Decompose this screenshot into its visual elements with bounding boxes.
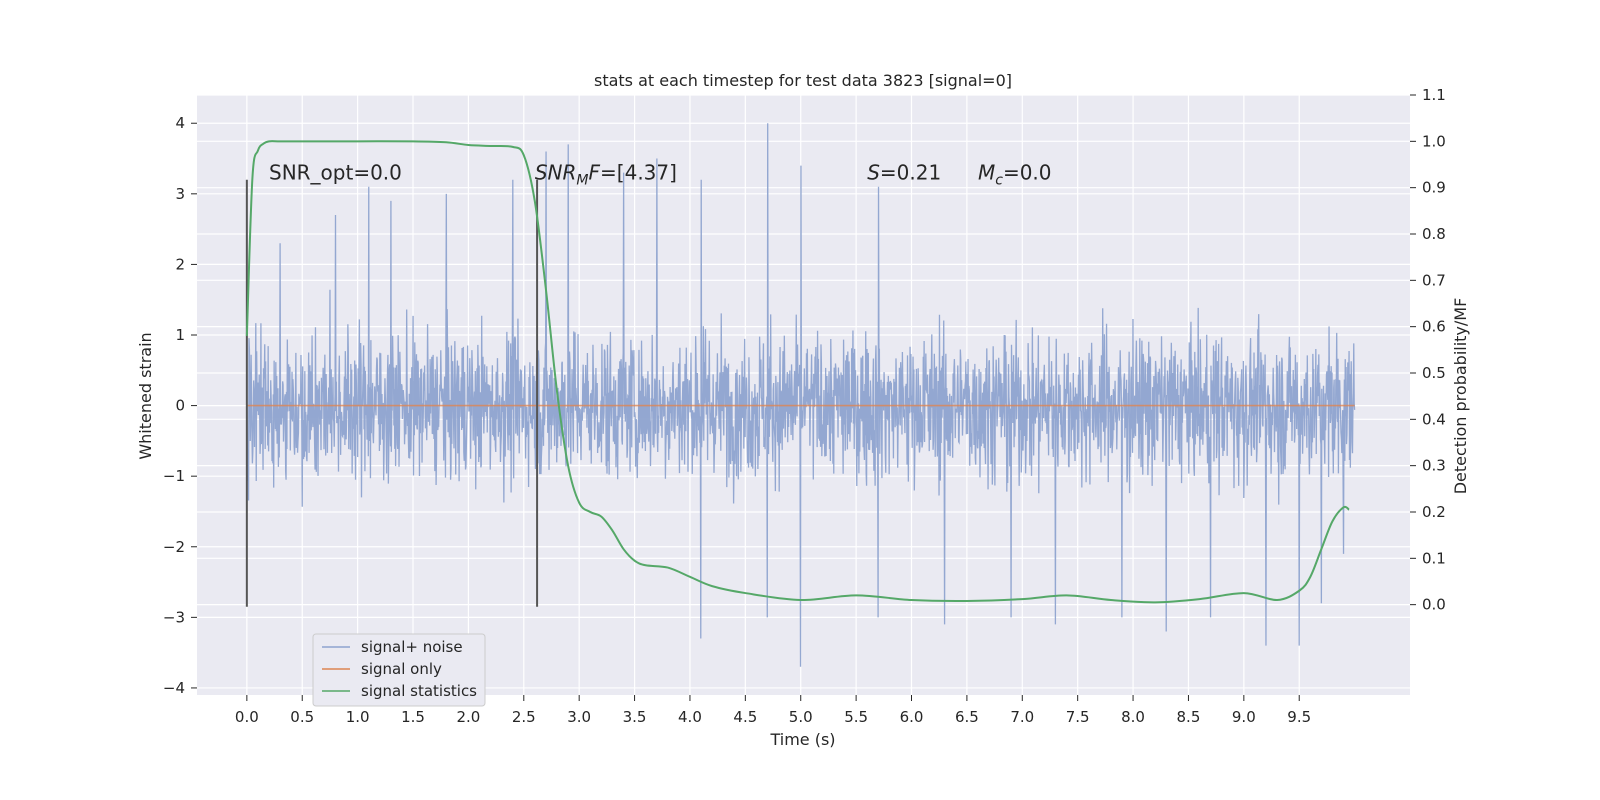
y2-tick-label: 0.2 bbox=[1422, 503, 1446, 521]
x-tick-label: 2.0 bbox=[456, 708, 480, 726]
legend-label-signal-only: signal only bbox=[361, 660, 442, 678]
y-tick-label: −2 bbox=[163, 538, 185, 556]
x-tick-label: 9.5 bbox=[1287, 708, 1311, 726]
y-tick-label: −4 bbox=[163, 679, 185, 697]
y-tick-label: 4 bbox=[175, 114, 185, 132]
y2-tick-label: 0.5 bbox=[1422, 364, 1446, 382]
y2-tick-label: 0.1 bbox=[1422, 549, 1446, 567]
y2-tick-label: 0.0 bbox=[1422, 596, 1446, 614]
x-tick-label: 6.5 bbox=[955, 708, 979, 726]
y2-axis-ticks: 0.0 0.1 0.2 0.3 0.4 0.5 0.6 0.7 0.8 0.9 1.0 1.1 bbox=[1410, 86, 1446, 614]
x-tick-label: 1.0 bbox=[346, 708, 370, 726]
x-tick-label: 3.5 bbox=[623, 708, 647, 726]
x-tick-label: 5.5 bbox=[844, 708, 868, 726]
legend-label-signal-statistics: signal statistics bbox=[361, 682, 477, 700]
y2-tick-label: 0.8 bbox=[1422, 225, 1446, 243]
x-tick-label: 4.0 bbox=[678, 708, 702, 726]
x-tick-label: 0.0 bbox=[235, 708, 259, 726]
x-axis-ticks: 0.0 0.5 1.0 1.5 2.0 2.5 3.0 3.5 4.0 4.5 5.0 5.5 6.0 6… bbox=[235, 695, 1311, 726]
annotations: SNR_opt=0.0 SNRMF=[4.37] S=0.21 Mc=0.0 bbox=[269, 161, 1052, 189]
y2-tick-label: 0.7 bbox=[1422, 271, 1446, 289]
x-tick-label: 4.5 bbox=[733, 708, 757, 726]
y-tick-label: −3 bbox=[163, 608, 185, 626]
x-tick-label: 2.5 bbox=[512, 708, 536, 726]
annotation-snr-mf: SNRMF=[4.37] bbox=[535, 161, 677, 189]
y2-tick-label: 0.3 bbox=[1422, 457, 1446, 475]
y-axis-label: Whitened strain bbox=[136, 332, 155, 459]
y2-tick-label: 1.0 bbox=[1422, 132, 1446, 150]
x-tick-label: 5.0 bbox=[789, 708, 813, 726]
x-tick-label: 8.0 bbox=[1121, 708, 1145, 726]
series-signal-statistics bbox=[245, 140, 1350, 604]
chart-title: stats at each timestep for test data 382… bbox=[594, 71, 1012, 90]
series-signal-noise bbox=[246, 123, 1356, 667]
annotation-snr-opt: SNR_opt=0.0 bbox=[269, 161, 402, 185]
y2-tick-label: 0.4 bbox=[1422, 410, 1446, 428]
annotation-s: S=0.21 bbox=[867, 161, 941, 185]
y-axis-ticks: −4 −3 −2 −1 0 1 2 3 4 bbox=[163, 114, 197, 697]
y-tick-label: 3 bbox=[175, 185, 185, 203]
y-tick-label: −1 bbox=[163, 467, 185, 485]
legend-box bbox=[312, 633, 486, 707]
y2-tick-label: 0.6 bbox=[1422, 318, 1446, 336]
x-tick-label: 9.0 bbox=[1232, 708, 1256, 726]
y2-axis-label: Detection probability/MF bbox=[1451, 298, 1470, 495]
y-tick-label: 1 bbox=[175, 326, 185, 344]
x-tick-label: 7.0 bbox=[1010, 708, 1034, 726]
legend: signal+ noise signal only signal statist… bbox=[312, 633, 486, 707]
x-axis-label: Time (s) bbox=[769, 730, 835, 749]
legend-label-signal-noise: signal+ noise bbox=[361, 638, 463, 656]
x-tick-label: 3.0 bbox=[567, 708, 591, 726]
signal-statistics-line bbox=[245, 140, 1350, 604]
x-tick-label: 8.5 bbox=[1177, 708, 1201, 726]
y-tick-label: 2 bbox=[175, 255, 185, 273]
x-tick-label: 0.5 bbox=[290, 708, 314, 726]
y2-tick-label: 1.1 bbox=[1422, 86, 1446, 104]
signal-noise-trace bbox=[246, 123, 1356, 667]
y-tick-label: 0 bbox=[175, 397, 185, 415]
x-tick-label: 6.0 bbox=[900, 708, 924, 726]
annotation-mc: Mc=0.0 bbox=[978, 161, 1052, 189]
x-tick-label: 7.5 bbox=[1066, 708, 1090, 726]
x-tick-label: 1.5 bbox=[401, 708, 425, 726]
y2-tick-label: 0.9 bbox=[1422, 179, 1446, 197]
vertical-markers bbox=[245, 179, 539, 607]
